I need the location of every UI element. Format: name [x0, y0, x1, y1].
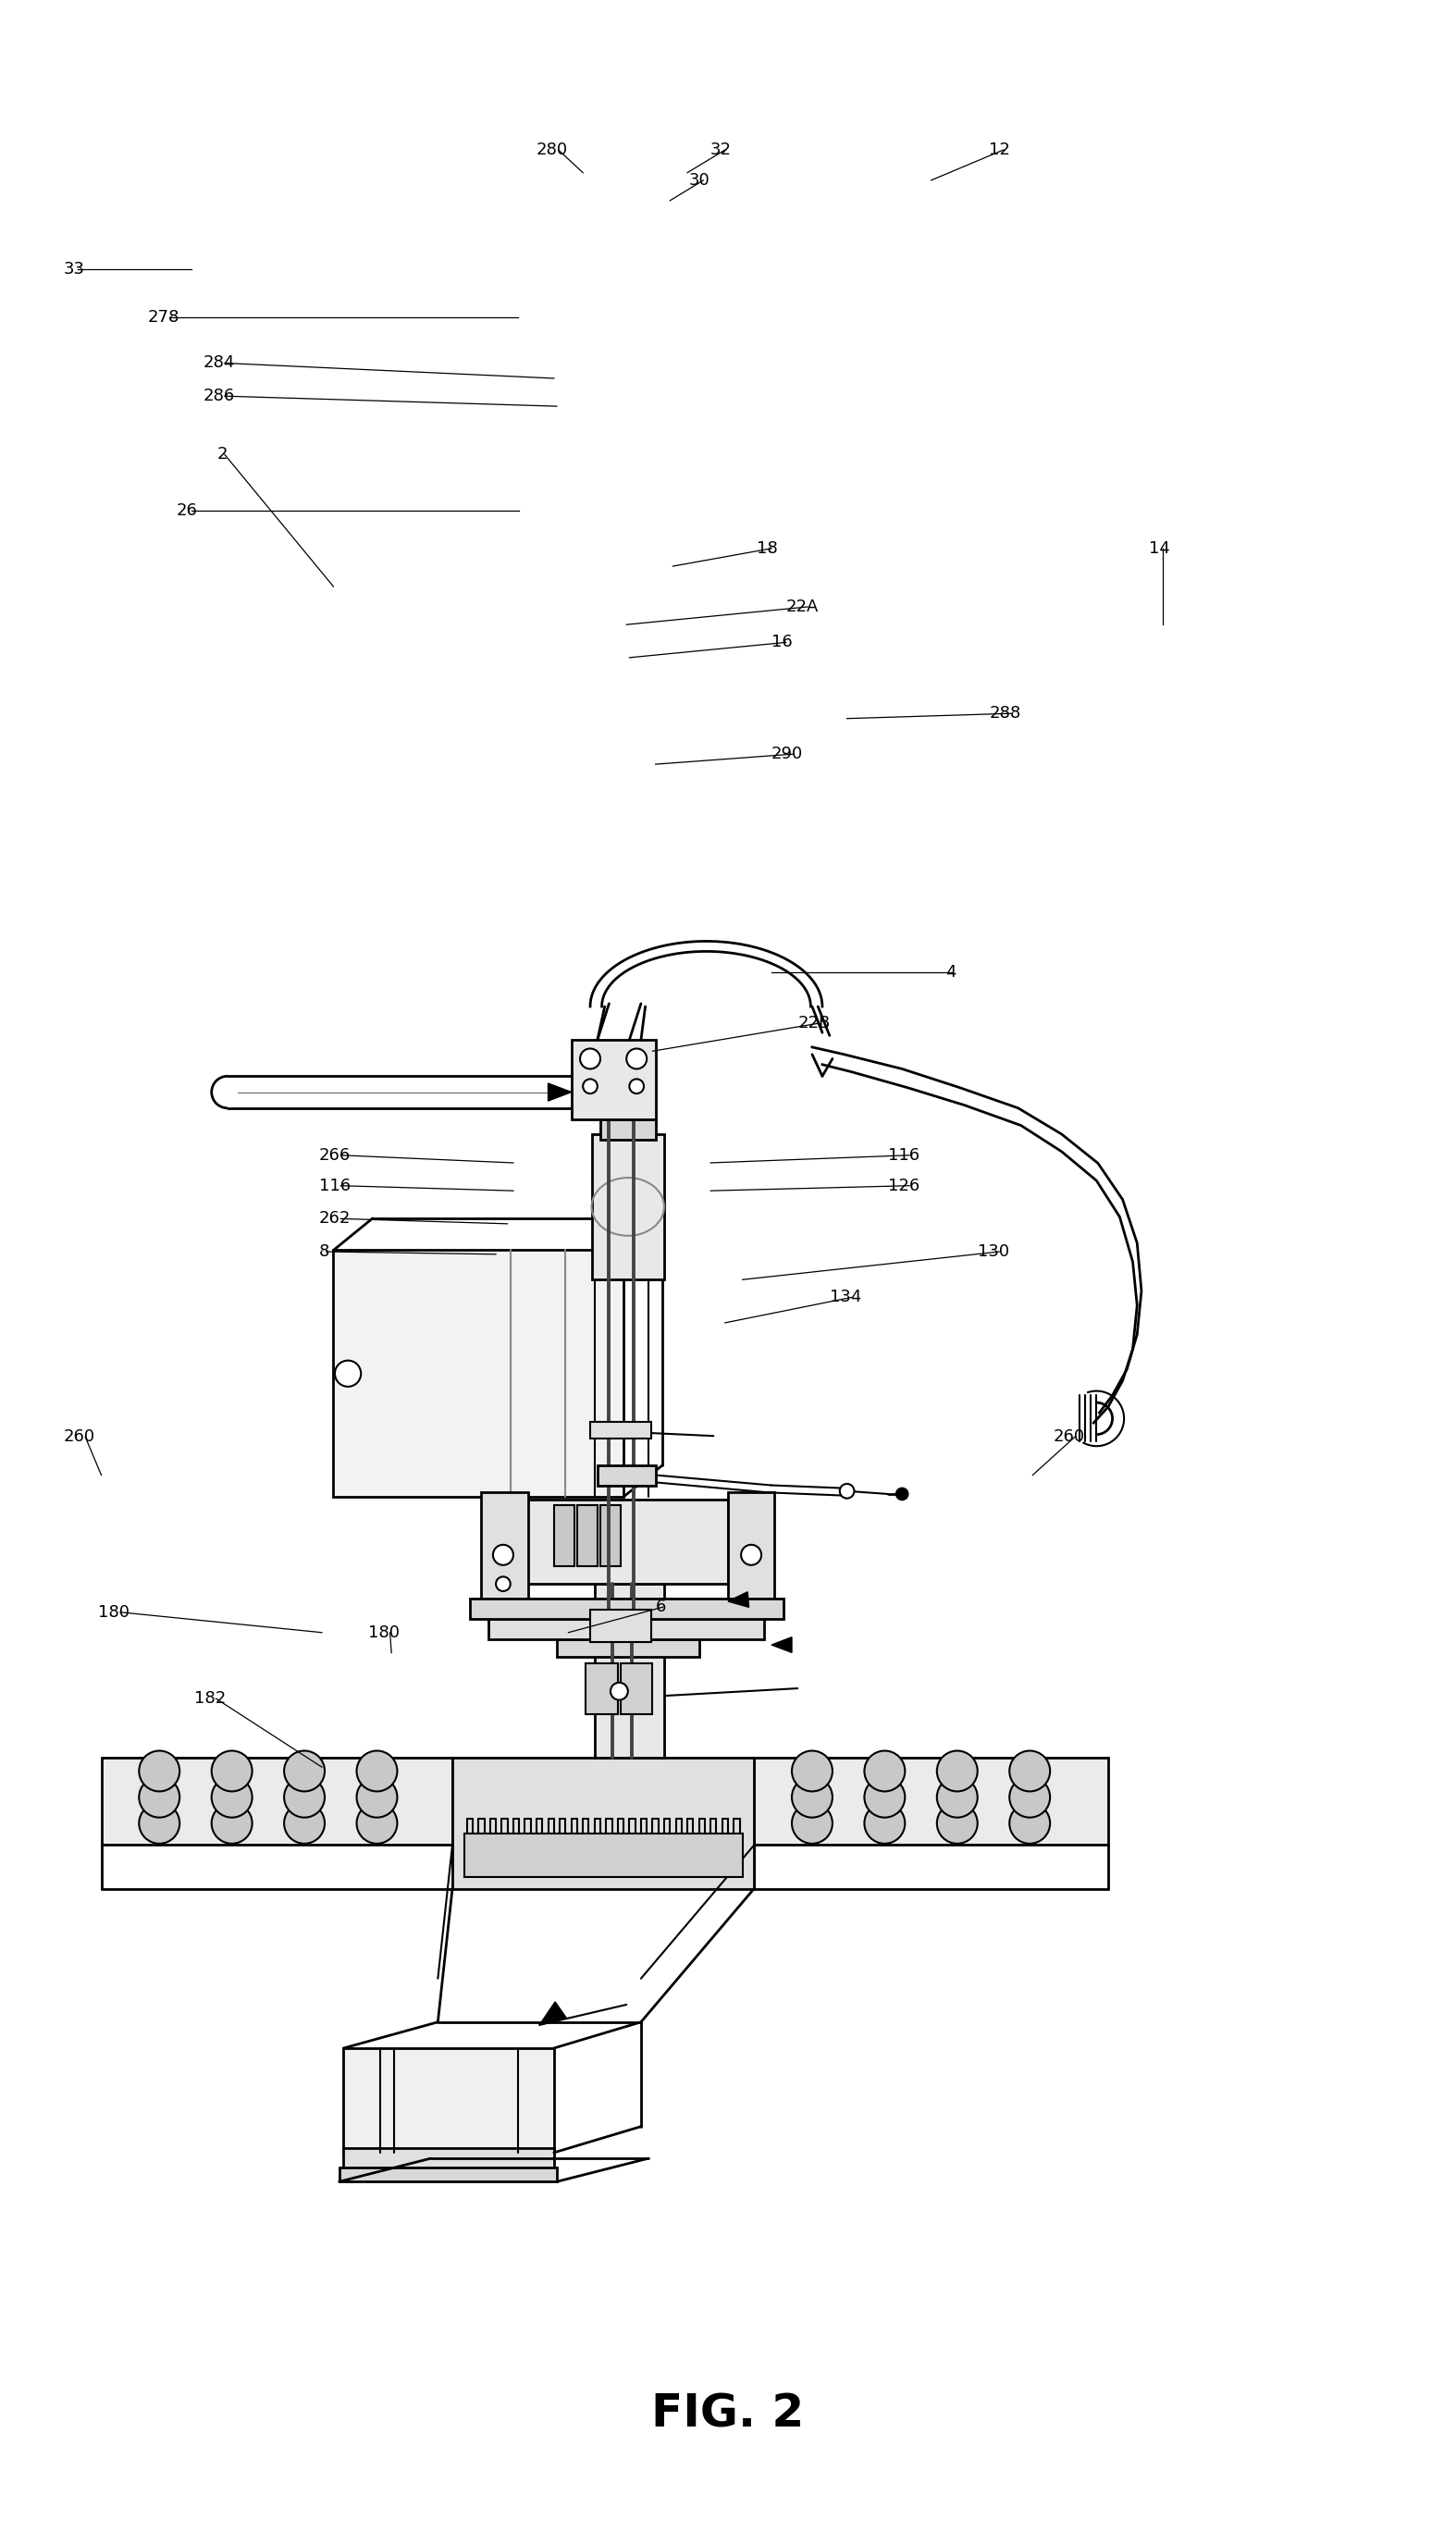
Text: 182: 182 — [194, 1689, 226, 1707]
Circle shape — [138, 1804, 179, 1844]
Text: 126: 126 — [888, 1178, 919, 1193]
Text: 14: 14 — [1149, 539, 1169, 557]
Text: 33: 33 — [64, 262, 84, 277]
Bar — [600, 1119, 655, 1140]
Text: 116: 116 — [888, 1147, 919, 1163]
Circle shape — [211, 1776, 252, 1816]
Text: 180: 180 — [99, 1603, 130, 1621]
Circle shape — [626, 1048, 646, 1068]
Circle shape — [936, 1804, 977, 1844]
Polygon shape — [539, 2002, 566, 2025]
Circle shape — [792, 1776, 833, 1816]
Bar — [453, 1758, 754, 1888]
Text: 284: 284 — [202, 354, 234, 371]
Circle shape — [496, 1577, 511, 1590]
Circle shape — [138, 1776, 179, 1816]
Text: 16: 16 — [772, 633, 792, 651]
Text: 8: 8 — [319, 1244, 329, 1259]
Text: FIG. 2: FIG. 2 — [652, 2391, 804, 2437]
Text: 2: 2 — [217, 445, 229, 463]
Polygon shape — [728, 1593, 748, 1608]
Text: 22B: 22B — [798, 1015, 830, 1030]
Bar — [728, 1493, 775, 1600]
Bar — [585, 1664, 617, 1715]
Circle shape — [936, 1776, 977, 1816]
Circle shape — [897, 1488, 909, 1501]
Bar — [600, 1506, 620, 1567]
Text: 260: 260 — [1053, 1430, 1085, 1445]
Circle shape — [936, 1750, 977, 1791]
Circle shape — [865, 1804, 906, 1844]
Bar — [594, 1585, 664, 1758]
Polygon shape — [547, 1084, 571, 1102]
Text: 22A: 22A — [786, 598, 818, 616]
Circle shape — [357, 1750, 397, 1791]
Circle shape — [138, 1750, 179, 1791]
Text: 278: 278 — [147, 308, 179, 326]
Text: 12: 12 — [989, 142, 1010, 158]
Circle shape — [579, 1048, 600, 1068]
Bar — [590, 1422, 651, 1440]
Bar — [568, 1610, 687, 1641]
Circle shape — [792, 1750, 833, 1791]
Circle shape — [840, 1483, 855, 1498]
Polygon shape — [772, 1638, 792, 1654]
Bar — [333, 1249, 623, 1496]
Circle shape — [284, 1750, 325, 1791]
Text: 288: 288 — [989, 705, 1021, 722]
Bar — [556, 1638, 699, 1656]
Text: 4: 4 — [945, 964, 957, 982]
Text: 280: 280 — [536, 142, 568, 158]
Text: 286: 286 — [202, 387, 234, 404]
Bar — [464, 1834, 743, 1877]
Bar — [489, 1618, 764, 1638]
Bar — [597, 1465, 655, 1486]
Text: 134: 134 — [830, 1290, 862, 1305]
Bar — [339, 2167, 556, 2183]
Circle shape — [610, 1682, 628, 1699]
Bar — [470, 1598, 783, 1618]
Circle shape — [211, 1750, 252, 1791]
Bar — [591, 1135, 664, 1280]
Polygon shape — [754, 1758, 1108, 1844]
Circle shape — [357, 1804, 397, 1844]
Circle shape — [284, 1804, 325, 1844]
Circle shape — [1009, 1804, 1050, 1844]
Circle shape — [494, 1544, 514, 1565]
Text: 18: 18 — [757, 539, 778, 557]
Circle shape — [1009, 1776, 1050, 1816]
Bar — [344, 2048, 553, 2152]
Polygon shape — [102, 1758, 453, 1844]
Bar — [482, 1493, 529, 1600]
Circle shape — [865, 1776, 906, 1816]
Circle shape — [1009, 1750, 1050, 1791]
Circle shape — [792, 1804, 833, 1844]
Circle shape — [284, 1776, 325, 1816]
Bar — [590, 1610, 651, 1641]
Text: 130: 130 — [977, 1244, 1009, 1259]
Bar — [344, 2147, 553, 2173]
Text: 262: 262 — [319, 1211, 351, 1226]
Circle shape — [335, 1361, 361, 1386]
Circle shape — [629, 1079, 644, 1094]
Bar — [553, 1506, 574, 1567]
Text: 180: 180 — [368, 1623, 400, 1641]
Text: 30: 30 — [689, 173, 711, 188]
Circle shape — [865, 1750, 906, 1791]
Bar — [526, 1501, 728, 1585]
Text: 260: 260 — [64, 1430, 95, 1445]
Circle shape — [357, 1776, 397, 1816]
Text: 266: 266 — [319, 1147, 351, 1163]
Bar — [620, 1664, 652, 1715]
Text: 32: 32 — [711, 142, 732, 158]
Bar — [571, 1040, 655, 1119]
Text: 26: 26 — [176, 501, 198, 519]
Circle shape — [741, 1544, 761, 1565]
Circle shape — [211, 1804, 252, 1844]
Text: 116: 116 — [319, 1178, 351, 1193]
Text: 290: 290 — [772, 745, 804, 763]
Bar — [577, 1506, 597, 1567]
Circle shape — [582, 1079, 597, 1094]
Text: 6: 6 — [655, 1598, 665, 1615]
